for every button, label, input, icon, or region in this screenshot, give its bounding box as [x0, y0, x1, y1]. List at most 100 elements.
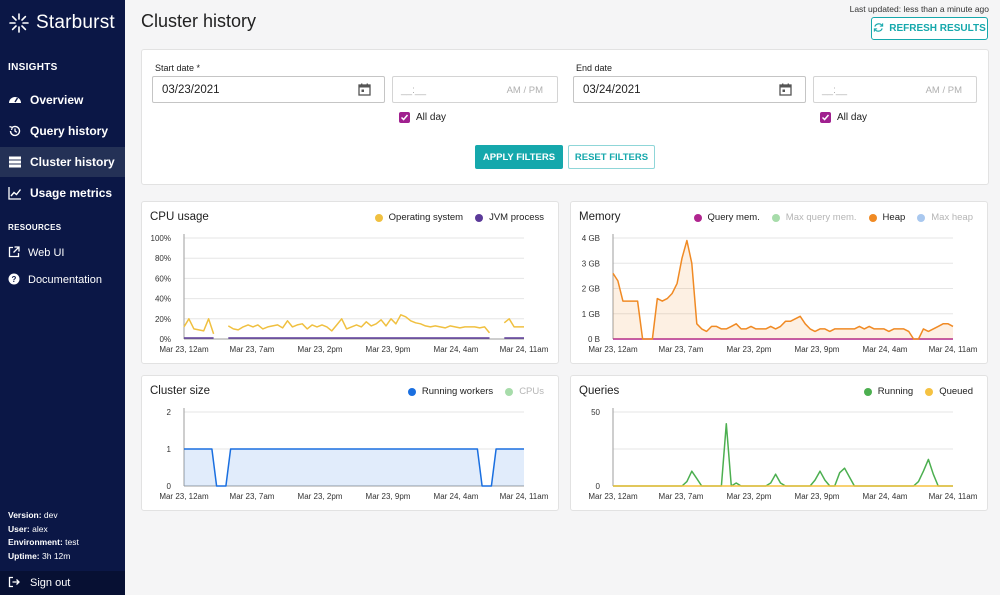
y-tick-label: 4 GB [582, 234, 600, 243]
sidebar-item-usage-metrics[interactable]: Usage metrics [0, 178, 125, 208]
refresh-results-label: REFRESH RESULTS [889, 23, 986, 34]
y-tick-label: 0 [167, 482, 172, 491]
x-tick-label: Mar 23, 9pm [795, 492, 840, 501]
legend-item[interactable]: CPUs [505, 386, 544, 397]
page-title: Cluster history [141, 11, 257, 31]
resource-documentation[interactable]: ? Documentation [0, 269, 125, 291]
series-area [613, 240, 953, 339]
end-time-placeholder: __:__ [822, 85, 848, 96]
y-tick-label: 50 [591, 408, 600, 417]
end-date-label: End date [576, 63, 613, 73]
sidebar-item-overview[interactable]: Overview [0, 85, 125, 115]
legend-item[interactable]: Max query mem. [771, 212, 857, 223]
starburst-logo-icon [9, 13, 29, 33]
end-date-input[interactable]: 03/24/2021 [573, 76, 806, 103]
uptime-key: Uptime: [8, 550, 40, 561]
start-all-day-checkbox[interactable] [399, 112, 410, 123]
legend-dot [771, 213, 780, 222]
x-tick-label: Mar 24, 11am [929, 345, 978, 354]
calendar-icon[interactable] [779, 83, 792, 99]
history-icon [8, 124, 22, 138]
legend-label: Running [877, 386, 914, 397]
x-tick-label: Mar 23, 12am [588, 345, 638, 354]
y-tick-label: 20% [155, 315, 171, 324]
legend-label: Query mem. [707, 212, 760, 223]
trend-icon [8, 186, 22, 200]
legend-label: CPUs [519, 386, 544, 397]
external-link-icon [8, 245, 20, 261]
refresh-icon [873, 22, 884, 36]
x-tick-label: Mar 23, 7am [659, 492, 704, 501]
legend-item[interactable]: JVM process [475, 212, 544, 223]
x-tick-label: Mar 23, 12am [159, 345, 209, 354]
legend-item[interactable]: Queued [925, 386, 973, 397]
legend-item[interactable]: Max heap [917, 212, 973, 223]
x-tick-label: Mar 23, 7am [230, 492, 275, 501]
end-time-input[interactable]: __:__ AM / PM [813, 76, 977, 103]
chart-legend: Query mem. Max query mem. Heap Max heap [693, 212, 973, 223]
x-tick-label: Mar 23, 2pm [298, 345, 343, 354]
user-value: alex [32, 523, 48, 534]
y-tick-label: 2 [167, 408, 172, 417]
start-time-placeholder: __:__ [401, 85, 427, 96]
y-tick-label: 1 [167, 445, 172, 454]
end-all-day-checkbox[interactable] [820, 112, 831, 123]
legend-label: Queued [939, 386, 973, 397]
resource-web-ui[interactable]: Web UI [0, 242, 125, 264]
legend-label: Max heap [931, 212, 973, 223]
environment-info: Version: dev User: alex Environment: tes… [8, 509, 79, 563]
refresh-results-button[interactable]: REFRESH RESULTS [871, 17, 988, 40]
calendar-icon[interactable] [358, 83, 371, 99]
start-date-label: Start date * [155, 63, 201, 73]
brand-logo[interactable]: Starburst [8, 12, 115, 34]
sidebar-item-label: Usage metrics [30, 186, 113, 200]
uptime-value: 3h 12m [42, 550, 71, 561]
sidebar-item-query-history[interactable]: Query history [0, 116, 125, 146]
legend-item[interactable]: Running [863, 386, 914, 397]
version-key: Version: [8, 510, 42, 520]
x-tick-label: Mar 23, 2pm [727, 345, 772, 354]
series-line [612, 239, 954, 340]
x-tick-label: Mar 23, 2pm [727, 492, 772, 501]
legend-item[interactable]: Operating system [374, 212, 463, 223]
legend-label: Heap [882, 212, 906, 223]
sidebar-item-label: Query history [30, 124, 109, 138]
start-ampm-label: AM / PM [506, 85, 543, 96]
legend-item[interactable]: Heap [868, 212, 906, 223]
legend-label: JVM process [489, 212, 544, 223]
x-tick-label: Mar 24, 11am [500, 345, 549, 354]
memory-card: Memory Query mem. Max query mem. Heap Ma… [570, 201, 988, 364]
x-tick-label: Mar 24, 4am [863, 345, 908, 354]
svg-text:?: ? [12, 275, 17, 284]
x-tick-label: Mar 23, 9pm [366, 345, 411, 354]
server-icon [8, 155, 22, 169]
y-tick-label: 3 GB [582, 259, 600, 268]
sidebar-item-cluster-history[interactable]: Cluster history [0, 147, 125, 177]
reset-filters-button[interactable]: RESET FILTERS [568, 145, 655, 169]
chart-legend: Running Queued [863, 386, 973, 397]
x-tick-label: Mar 23, 7am [659, 345, 704, 354]
legend-item[interactable]: Running workers [407, 386, 494, 397]
y-tick-label: 40% [155, 295, 171, 304]
environment-value: test [65, 537, 79, 547]
legend-item[interactable]: Query mem. [693, 212, 760, 223]
legend-dot [374, 213, 383, 222]
y-tick-label: 0 [596, 482, 601, 491]
sign-out-button[interactable]: Sign out [0, 571, 125, 595]
legend-label: Running workers [421, 386, 494, 397]
apply-filters-button[interactable]: APPLY FILTERS [475, 145, 563, 169]
sign-out-label: Sign out [30, 577, 71, 589]
start-time-input[interactable]: __:__ AM / PM [392, 76, 558, 103]
series-line [227, 314, 491, 334]
end-all-day-label: All day [837, 112, 868, 123]
x-tick-label: Mar 23, 7am [230, 345, 275, 354]
x-tick-label: Mar 24, 4am [863, 492, 908, 501]
cpu-usage-chart: 100% 80% 60% 40% 20% 0%Mar 23, 12am Mar 23, 7a… [151, 234, 549, 354]
resource-label: Documentation [28, 274, 102, 286]
last-updated-text: Last updated: less than a minute ago [849, 4, 989, 14]
start-date-input[interactable]: 03/23/2021 [152, 76, 385, 103]
insights-section-title: INSIGHTS [8, 62, 58, 73]
series-line [503, 318, 524, 328]
